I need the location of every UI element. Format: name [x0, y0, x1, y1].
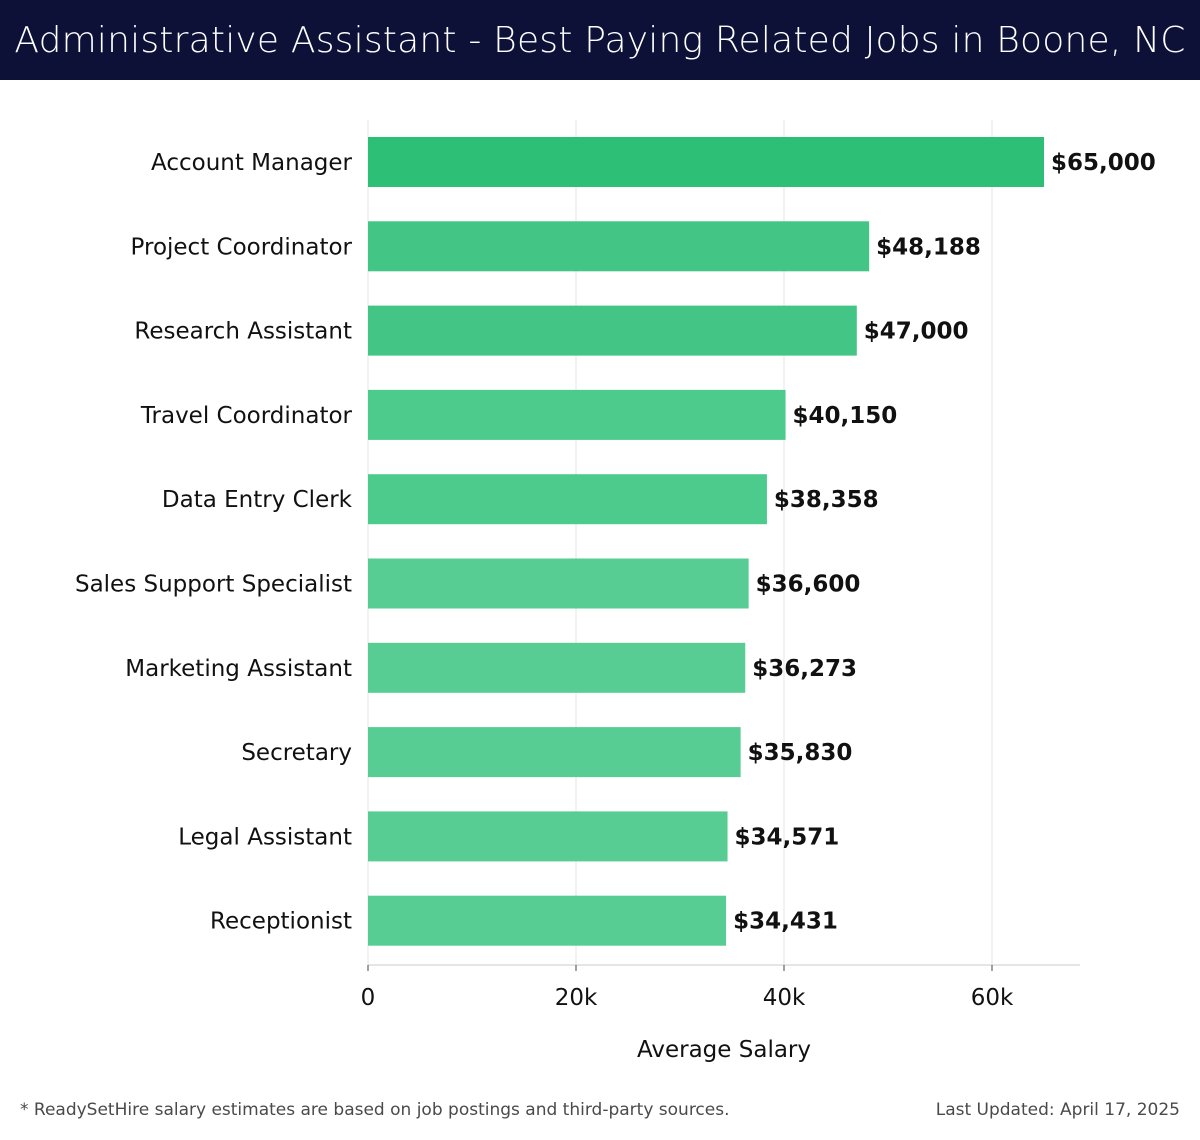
bar	[368, 558, 749, 609]
bar	[368, 137, 1044, 187]
bar	[368, 221, 870, 272]
category-label: Legal Assistant	[178, 824, 352, 850]
value-label: $38,358	[774, 487, 879, 513]
x-tick-label: 20k	[555, 985, 598, 1011]
footer-note: * ReadySetHire salary estimates are base…	[20, 1100, 730, 1120]
value-label: $36,600	[756, 572, 861, 598]
x-axis-title: Average Salary	[637, 1037, 811, 1063]
category-label: Research Assistant	[134, 319, 352, 345]
chart-header: Administrative Assistant - Best Paying R…	[0, 0, 1200, 80]
category-label: Account Manager	[151, 150, 353, 176]
value-label: $48,188	[876, 234, 981, 260]
chart-title: Administrative Assistant - Best Paying R…	[14, 19, 1186, 61]
bar	[368, 895, 727, 946]
category-label: Sales Support Specialist	[75, 572, 352, 598]
bar	[368, 389, 786, 440]
bar	[368, 642, 746, 693]
bar	[368, 727, 741, 778]
value-label: $35,830	[748, 740, 853, 766]
value-labels: $65,000 $48,188 $47,000 $40,150 $38,358 $36,6…	[733, 150, 1156, 935]
category-label: Secretary	[241, 740, 352, 766]
x-tick-label: 0	[361, 985, 376, 1011]
value-label: $34,571	[735, 824, 840, 850]
category-labels: Account Manager Project Coordinator Resear…	[75, 150, 353, 935]
value-label: $36,273	[752, 656, 857, 682]
x-tick-label: 60k	[971, 985, 1014, 1011]
bar	[368, 811, 728, 862]
category-label: Data Entry Clerk	[162, 487, 353, 513]
bar	[368, 305, 857, 356]
category-label: Marketing Assistant	[125, 656, 352, 682]
category-label: Receptionist	[210, 909, 352, 935]
value-label: $34,431	[733, 909, 838, 935]
x-tick-label: 40k	[763, 985, 806, 1011]
x-axis: 0 20k 40k 60k Average Salary	[361, 964, 1080, 1063]
value-label: $40,150	[793, 403, 898, 429]
category-label: Travel Coordinator	[140, 403, 353, 429]
value-label: $47,000	[864, 319, 969, 345]
bar	[368, 474, 767, 525]
last-updated: Last Updated: April 17, 2025	[935, 1100, 1180, 1120]
category-label: Project Coordinator	[131, 234, 353, 260]
bar-chart: Account Manager Project Coordinator Resear…	[75, 120, 1156, 1063]
bars	[368, 137, 1044, 946]
value-label: $65,000	[1051, 150, 1156, 176]
